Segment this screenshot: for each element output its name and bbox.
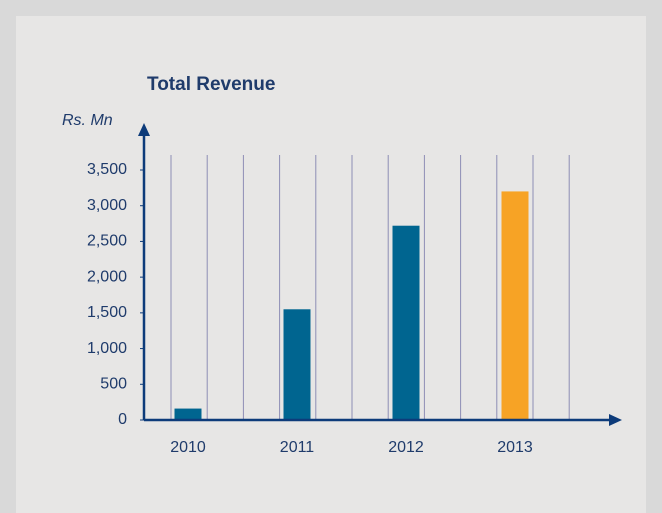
bar	[392, 225, 420, 420]
y-arrow	[138, 123, 150, 136]
y-tick-label: 500	[100, 376, 127, 393]
bar	[174, 408, 202, 420]
x-tick-label: 2012	[388, 439, 424, 456]
x-tick-label: 2013	[497, 439, 533, 456]
bar	[501, 191, 529, 420]
bar	[283, 309, 311, 420]
x-tick-label: 2010	[170, 439, 206, 456]
y-tick-label: 2,500	[87, 233, 127, 250]
x-arrow	[609, 414, 622, 426]
y-tick-label: 3,500	[87, 161, 127, 178]
x-tick-label: 2011	[280, 439, 315, 456]
y-tick-label: 3,000	[87, 197, 127, 214]
y-tick-label: 1,500	[87, 304, 127, 321]
marks: 0 500 1,000 1,500 2,000 2,500 3,000 3,500 2010 20…	[87, 161, 533, 456]
chart-title: Total Revenue	[147, 74, 275, 95]
y-tick-label: 0	[118, 411, 127, 428]
vertical-grid	[170, 155, 570, 420]
panel	[16, 16, 646, 513]
y-tick-label: 2,000	[87, 268, 127, 285]
y-tick-label: 1,000	[87, 340, 127, 357]
y-axis-label: Rs. Mn	[62, 112, 113, 129]
